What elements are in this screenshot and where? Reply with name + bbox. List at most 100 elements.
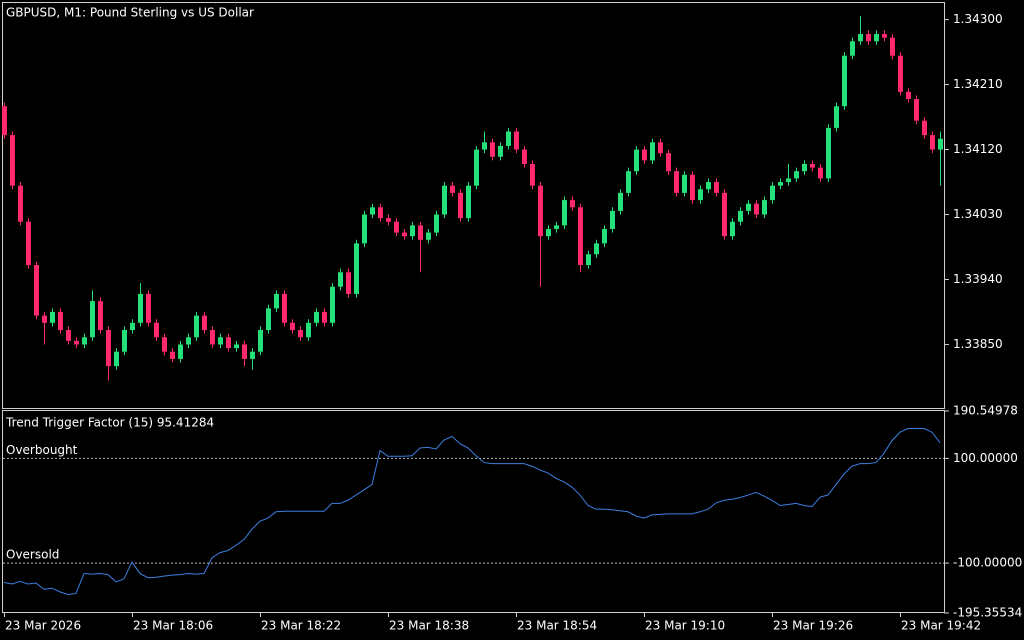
candle-body — [74, 340, 79, 345]
candle-body — [266, 308, 271, 331]
y-tick-label: 1.33940 — [953, 272, 1003, 286]
candle-body — [634, 149, 639, 172]
candle-body — [138, 293, 143, 323]
level-label: Oversold — [6, 548, 59, 562]
x-tick-label: 23 Mar 18:22 — [261, 619, 341, 633]
candle-body — [274, 293, 279, 309]
y-tick-label: 1.34210 — [953, 77, 1003, 91]
candle-body — [178, 344, 183, 359]
candle-body — [26, 221, 31, 266]
candle-body — [834, 106, 839, 128]
candle-body — [602, 228, 607, 244]
y-tick-label: 1.34120 — [953, 142, 1003, 156]
candle-body — [794, 171, 799, 179]
candle-body — [914, 99, 919, 121]
candle-body — [194, 315, 199, 338]
candle-body — [434, 214, 439, 233]
candle-body — [826, 127, 831, 179]
candle-body — [578, 207, 583, 266]
candle-body — [506, 131, 511, 146]
candle-body — [322, 311, 327, 323]
candle-body — [674, 171, 679, 193]
candle-body — [730, 221, 735, 237]
candle-body — [650, 142, 655, 161]
candle-body — [522, 149, 527, 164]
candle-body — [642, 149, 647, 161]
candle-body — [466, 185, 471, 219]
y-tick-label: 100.00000 — [953, 451, 1018, 465]
candle-body — [490, 142, 495, 157]
x-tick-label: 23 Mar 18:38 — [389, 619, 469, 633]
candle-body — [618, 192, 623, 211]
candle-body — [610, 210, 615, 229]
candle-body — [362, 214, 367, 244]
x-tick-label: 23 Mar 19:26 — [773, 619, 853, 633]
candle-body — [346, 272, 351, 294]
candle-body — [354, 243, 359, 294]
candle-body — [234, 344, 239, 349]
candle-body — [338, 272, 343, 287]
candle-body — [626, 171, 631, 193]
candle-body — [154, 322, 159, 338]
candle-body — [514, 131, 519, 150]
indicator-title: Trend Trigger Factor (15) 95.41284 — [5, 416, 214, 430]
candle-body — [538, 185, 543, 237]
candle-body — [210, 330, 215, 345]
candle-body — [810, 163, 815, 168]
candle-body — [42, 315, 47, 323]
candle-body — [770, 185, 775, 201]
candle-body — [706, 182, 711, 190]
candle-body — [282, 293, 287, 323]
y-tick-label: -195.35534 — [953, 606, 1022, 620]
candle-body — [386, 218, 391, 222]
candle-body — [882, 34, 887, 38]
candle-body — [850, 41, 855, 56]
candle-body — [82, 337, 87, 345]
candle-body — [690, 174, 695, 201]
candle-body — [682, 174, 687, 193]
candle-body — [546, 228, 551, 237]
candle-body — [698, 189, 703, 201]
y-tick-label: 1.33850 — [953, 337, 1003, 351]
candle-body — [498, 145, 503, 157]
candle-body — [666, 153, 671, 172]
candle-body — [258, 330, 263, 352]
x-tick-label: 23 Mar 2026 — [5, 619, 81, 633]
candle-body — [930, 135, 935, 150]
candle-body — [378, 207, 383, 219]
indicator-panel — [2, 410, 945, 613]
y-tick-label: 190.54978 — [953, 404, 1018, 418]
x-tick-label: 23 Mar 19:42 — [901, 619, 981, 633]
candle-body — [314, 311, 319, 323]
candle-body — [554, 225, 559, 229]
candle-body — [482, 142, 487, 150]
candle-body — [106, 330, 111, 367]
candle-body — [458, 192, 463, 219]
candle-body — [218, 337, 223, 345]
candle-body — [802, 163, 807, 172]
candle-body — [906, 91, 911, 100]
candle-body — [786, 178, 791, 183]
price-panel — [2, 2, 945, 409]
candle-body — [202, 315, 207, 331]
candle-body — [242, 344, 247, 359]
candle-body — [10, 135, 15, 186]
candle-body — [746, 203, 751, 211]
candle-body — [330, 286, 335, 323]
candle-body — [58, 311, 63, 331]
candle-body — [938, 138, 943, 150]
candle-body — [394, 221, 399, 233]
candle-body — [858, 34, 863, 42]
candle-body — [122, 330, 127, 352]
candle-body — [426, 232, 431, 240]
candle-body — [586, 254, 591, 266]
candle-body — [410, 225, 415, 237]
candle-body — [114, 351, 119, 367]
candle-body — [66, 330, 71, 341]
x-tick-label: 23 Mar 18:54 — [517, 619, 597, 633]
candle-body — [474, 149, 479, 186]
candle-body — [442, 185, 447, 215]
candle-body — [50, 311, 55, 323]
